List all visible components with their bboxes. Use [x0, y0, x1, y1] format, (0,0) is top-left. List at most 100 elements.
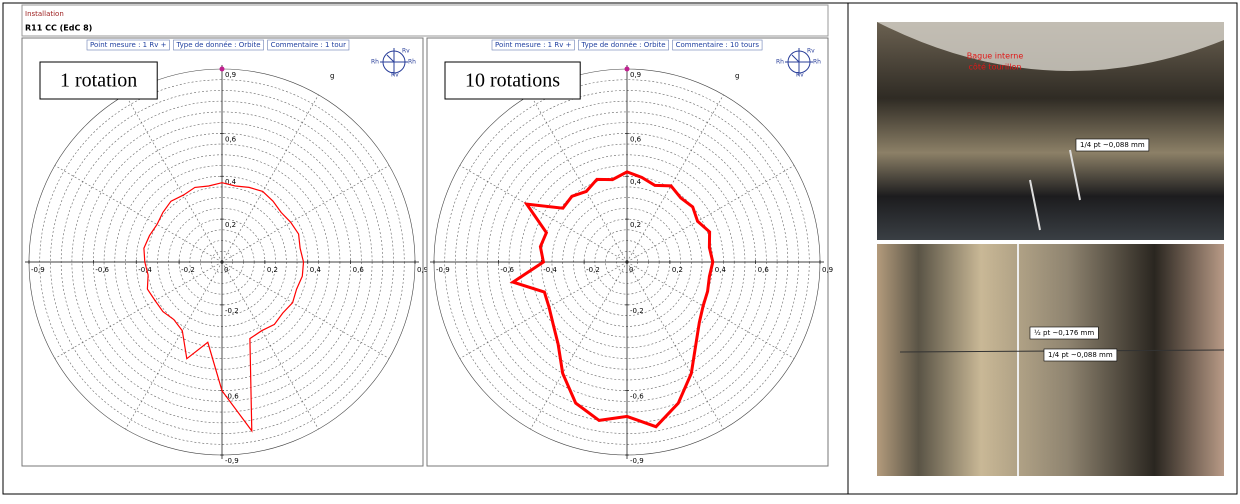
- x-tick-label: -0,6: [95, 266, 109, 274]
- unit-label: g: [735, 72, 739, 80]
- x-tick-label: 0: [224, 266, 228, 274]
- y-tick-label: -0,2: [630, 307, 644, 315]
- y-tick-label: 0,2: [630, 221, 641, 229]
- header-field: Point mesure : 1 Rv +: [90, 41, 167, 49]
- photo-top-ring: [877, 22, 1224, 72]
- grid-spoke: [221, 94, 319, 263]
- grid-spoke: [125, 261, 223, 430]
- y-tick-label: 0,2: [225, 221, 236, 229]
- x-tick-label: -0,9: [31, 266, 45, 274]
- chart-title: 10 rotations: [465, 70, 560, 92]
- photo-annotation: côté tourillon: [969, 62, 1022, 72]
- title-box: [444, 61, 581, 100]
- x-tick-label: 0,9: [417, 266, 428, 274]
- y-tick-label: 0,6: [225, 135, 237, 143]
- installation-label: Installation: [25, 10, 64, 18]
- title-group: 10 rotations: [444, 61, 581, 100]
- x-tick-label: 0,6: [353, 266, 365, 274]
- photo-annotation-box: [1043, 348, 1118, 362]
- grid-spoke: [221, 261, 319, 430]
- grid-spoke: [530, 261, 628, 430]
- orbit: [143, 182, 305, 433]
- y-tick-label: 0,6: [630, 135, 642, 143]
- y-tick-label: -0,9: [630, 457, 644, 465]
- header-field-box: [267, 39, 350, 51]
- machine-label: R11 CC (EdC 8): [25, 24, 92, 33]
- header-field: Type de donnée : Orbite: [580, 41, 665, 49]
- header-field-box: [86, 39, 170, 51]
- x-tick-label: 0,2: [672, 266, 683, 274]
- x-tick-label: -0,4: [543, 266, 557, 274]
- x-tick-label: -0,2: [586, 266, 600, 274]
- photo-annotation-group: 1/4 pt ~0,088 mm: [1043, 348, 1118, 362]
- header-field-box: [578, 39, 669, 51]
- header-box: [21, 4, 829, 37]
- compass-label: Rv: [402, 48, 410, 55]
- photo-top-crack: [1029, 149, 1081, 231]
- grid-spoke: [626, 165, 795, 263]
- photo-annotation-box: [1029, 326, 1099, 340]
- x-tick-label: 0,2: [267, 266, 278, 274]
- x-tick-label: 0,4: [715, 266, 727, 274]
- header-field-box: [173, 39, 264, 51]
- chart-title: 1 rotation: [60, 70, 137, 92]
- y-tick-label: 0,4: [225, 178, 237, 186]
- grid-spoke: [125, 94, 223, 263]
- top-marker: [624, 66, 630, 72]
- grid-spoke: [626, 94, 724, 263]
- header-field: Point mesure : 1 Rv +: [495, 41, 572, 49]
- y-tick-label: -0,2: [225, 307, 239, 315]
- orbit: [509, 170, 715, 429]
- compass-label: Rv: [796, 72, 804, 79]
- grid-spoke: [54, 261, 223, 359]
- photo-annotation: ½ pt ~0,176 mm: [1034, 329, 1094, 337]
- y-tick-label: -0,6: [225, 393, 239, 401]
- header-field-box: [672, 39, 763, 51]
- grid-spoke: [459, 261, 628, 359]
- grid-spoke: [459, 165, 628, 263]
- compass-arrow: [386, 54, 395, 63]
- header-field-box: [491, 39, 575, 51]
- y-tick-label: 0,9: [225, 71, 236, 79]
- outer-border: [2, 2, 1238, 495]
- plot-panel: [21, 37, 424, 467]
- photo-annotation: 1/4 pt ~0,088 mm: [1048, 351, 1113, 359]
- grid-spoke: [221, 165, 390, 263]
- compass-label: Rh: [776, 59, 784, 66]
- compass-label: Rv: [391, 72, 399, 79]
- unit-label: g: [330, 72, 334, 80]
- grid-spoke: [54, 165, 223, 263]
- plot-panel: [426, 37, 829, 467]
- compass-label: Rh: [813, 59, 821, 66]
- title-box: [39, 61, 158, 100]
- grid-spoke: [530, 94, 628, 263]
- y-tick-label: -0,9: [225, 457, 239, 465]
- header-field: Commentaire : 10 tours: [676, 41, 760, 49]
- photo-annotation-group: 1/4 pt ~0,088 mm: [1075, 138, 1150, 152]
- x-tick-label: -0,2: [181, 266, 195, 274]
- header-field: Commentaire : 1 tour: [271, 41, 347, 49]
- compass-label: Rv: [807, 48, 815, 55]
- x-tick-label: 0,4: [310, 266, 322, 274]
- x-tick-label: -0,6: [500, 266, 514, 274]
- x-tick-label: -0,9: [436, 266, 450, 274]
- title-group: 1 rotation: [39, 61, 158, 100]
- y-tick-label: 0,4: [630, 178, 642, 186]
- compass-label: Rh: [408, 59, 416, 66]
- grid-spoke: [626, 261, 795, 359]
- photo-annotation-box: [1075, 138, 1150, 152]
- y-tick-label: -0,6: [630, 393, 644, 401]
- x-tick-label: -0,4: [138, 266, 152, 274]
- photo-annotation-group: ½ pt ~0,176 mm: [1029, 326, 1099, 340]
- top-marker: [219, 66, 225, 72]
- compass-arrow: [791, 54, 800, 63]
- grid-spoke: [221, 261, 390, 359]
- x-tick-label: 0,6: [758, 266, 770, 274]
- photo-annotation: 1/4 pt ~0,088 mm: [1080, 141, 1145, 149]
- photo-annotation: Bague interne: [967, 52, 1024, 61]
- header-field: Type de donnée : Orbite: [175, 41, 260, 49]
- x-tick-label: 0,9: [822, 266, 833, 274]
- x-tick-label: 0: [629, 266, 633, 274]
